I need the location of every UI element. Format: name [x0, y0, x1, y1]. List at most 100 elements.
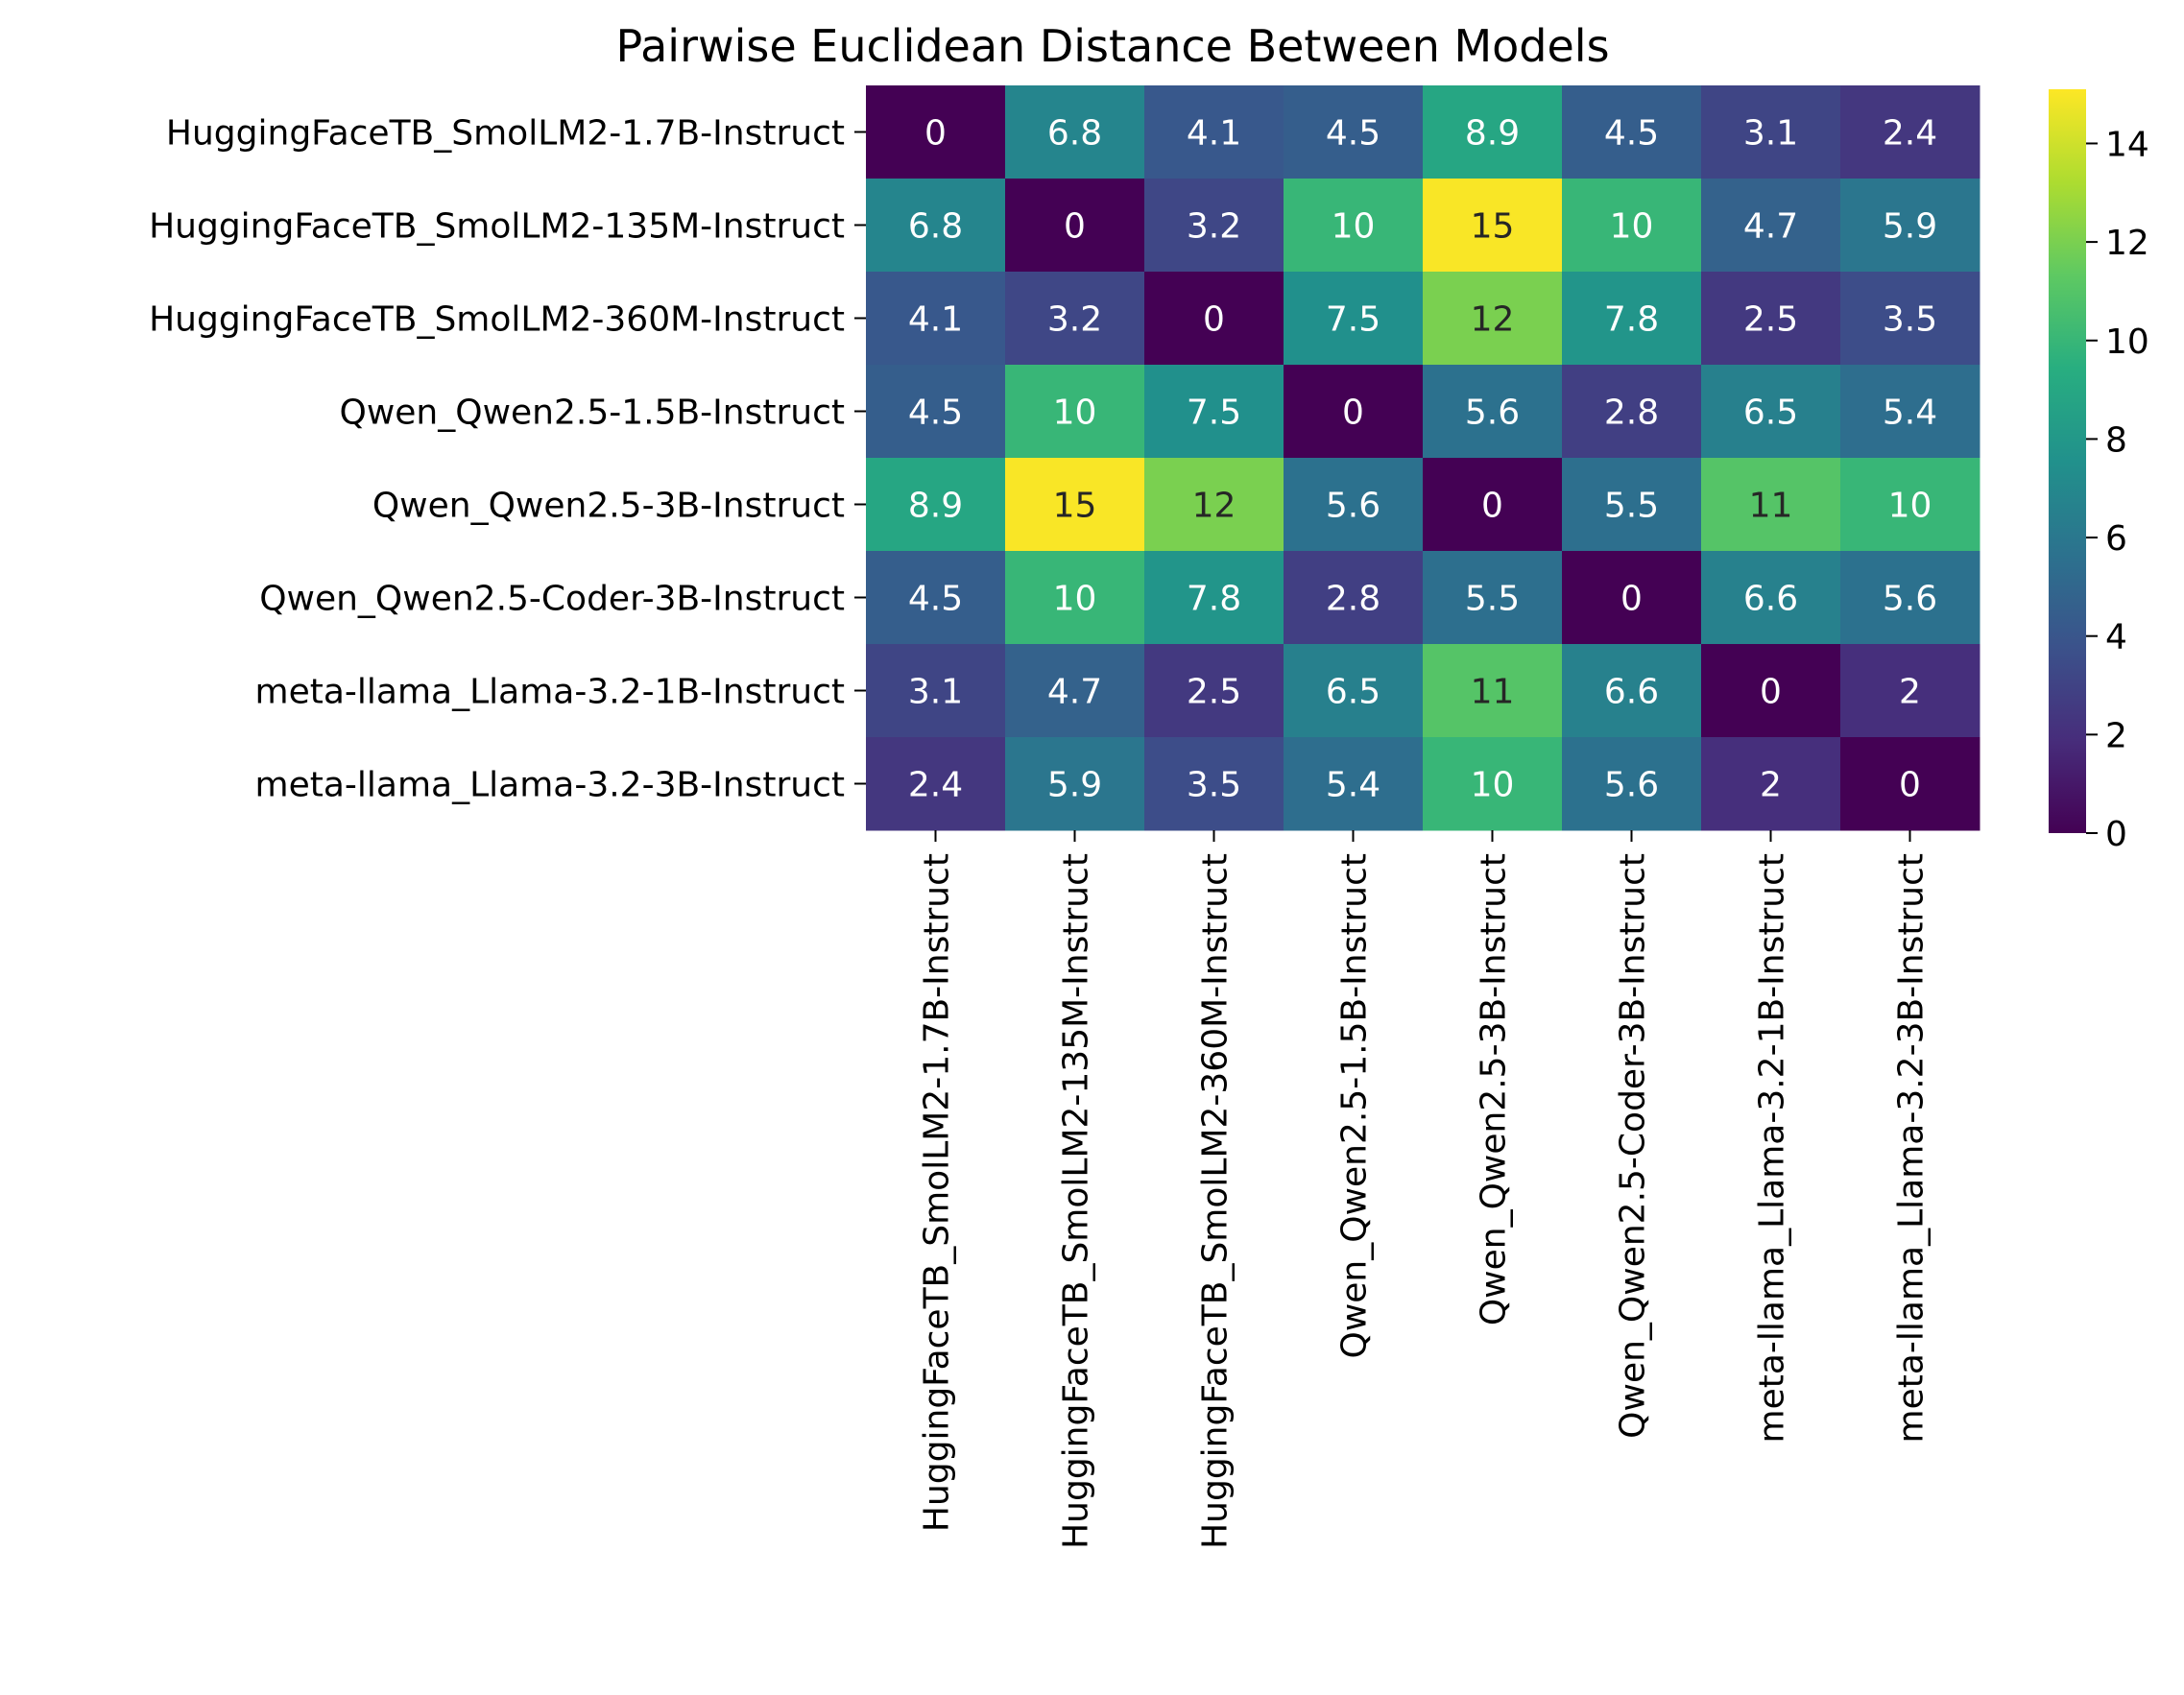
heatmap-cell	[1284, 179, 1424, 273]
cell-value-label: 2	[1760, 766, 1782, 805]
colorbar-tick-label: 2	[2105, 716, 2127, 755]
cell-value-label: 5.9	[1883, 207, 1937, 247]
cell-value-label: 7.8	[1187, 580, 1241, 619]
heatmap-cell	[1701, 551, 1841, 645]
heatmap-cell	[1423, 272, 1563, 366]
heatmap-cell	[866, 551, 1006, 645]
y-tick-label: meta-llama_Llama-3.2-3B-Instruct	[255, 766, 845, 805]
cell-value-label: 6.5	[1743, 394, 1798, 433]
colorbar-tick-label: 14	[2105, 125, 2149, 164]
heatmap-cell	[1562, 551, 1702, 645]
heatmap-cell	[866, 85, 1006, 179]
cell-value-label: 7.5	[1326, 300, 1380, 340]
cell-value-label: 12	[1471, 300, 1515, 340]
cell-value-label: 0	[1620, 580, 1643, 619]
heatmap-cell	[1284, 644, 1424, 738]
cell-value-label: 11	[1749, 487, 1793, 526]
x-tick-label: Qwen_Qwen2.5-1.5B-Instruct	[1335, 853, 1375, 1359]
heatmap-cell	[1701, 179, 1841, 273]
heatmap-cell	[1701, 365, 1841, 459]
colorbar-gradient	[2049, 89, 2086, 833]
cell-value-label: 6.6	[1604, 673, 1659, 712]
heatmap-cell	[1423, 365, 1563, 459]
heatmap-cell	[1144, 179, 1284, 273]
y-tick-label: HuggingFaceTB_SmolLM2-1.7B-Instruct	[166, 114, 845, 154]
colorbar-tick-label: 12	[2105, 224, 2149, 263]
cell-value-label: 5.6	[1604, 766, 1659, 805]
heatmap-cell	[1423, 644, 1563, 738]
colorbar-tick-label: 10	[2105, 322, 2149, 362]
cell-value-label: 12	[1192, 487, 1236, 526]
cell-value-label: 3.1	[1743, 114, 1798, 154]
cell-value-label: 0	[1064, 207, 1086, 247]
y-tick-label: Qwen_Qwen2.5-3B-Instruct	[372, 487, 845, 526]
cell-value-label: 3.5	[1883, 300, 1937, 340]
heatmap-cell	[1005, 85, 1145, 179]
cell-value-label: 5.5	[1604, 487, 1659, 526]
cell-value-label: 10	[1888, 487, 1932, 526]
cell-value-label: 5.5	[1465, 580, 1520, 619]
cell-value-label: 6.8	[1047, 114, 1102, 154]
heatmap-cell	[866, 737, 1006, 831]
heatmap-cell	[1701, 737, 1841, 831]
cell-value-label: 0	[924, 114, 947, 154]
heatmap-cell	[1701, 458, 1841, 552]
heatmap-cell	[1005, 551, 1145, 645]
cell-value-label: 2.4	[1883, 114, 1937, 154]
cell-value-label: 10	[1610, 207, 1654, 247]
heatmap-cell	[866, 179, 1006, 273]
y-tick-label: meta-llama_Llama-3.2-1B-Instruct	[255, 673, 845, 712]
heatmap-cell	[1562, 644, 1702, 738]
x-tick-label: meta-llama_Llama-3.2-3B-Instruct	[1892, 853, 1932, 1443]
heatmap-cell	[866, 365, 1006, 459]
x-tick-label: HuggingFaceTB_SmolLM2-135M-Instruct	[1057, 853, 1096, 1549]
cell-value-label: 15	[1053, 487, 1097, 526]
cell-value-label: 4.1	[1187, 114, 1241, 154]
heatmap-cell	[1144, 551, 1284, 645]
heatmap-cell	[1144, 458, 1284, 552]
heatmap-cell	[1701, 85, 1841, 179]
cell-value-label: 2	[1899, 673, 1921, 712]
heatmap-cell	[1005, 365, 1145, 459]
heatmap-cell	[1005, 179, 1145, 273]
cell-value-label: 5.4	[1326, 766, 1380, 805]
heatmap-cell	[1423, 179, 1563, 273]
heatmap-cell	[1562, 85, 1702, 179]
cell-value-label: 4.1	[908, 300, 963, 340]
cell-value-label: 0	[1342, 394, 1364, 433]
heatmap-cell	[1840, 458, 1980, 552]
cell-value-label: 3.2	[1047, 300, 1102, 340]
cell-value-label: 7.8	[1604, 300, 1659, 340]
heatmap-cell	[1701, 644, 1841, 738]
cell-value-label: 4.7	[1743, 207, 1798, 247]
cell-value-label: 0	[1481, 487, 1503, 526]
heatmap-cell	[1840, 272, 1980, 366]
colorbar-tick-label: 8	[2105, 420, 2127, 460]
heatmap-cell	[1423, 85, 1563, 179]
heatmap-cell	[1144, 365, 1284, 459]
heatmap-cell	[1562, 458, 1702, 552]
heatmap-cell	[866, 272, 1006, 366]
x-tick-label: HuggingFaceTB_SmolLM2-360M-Instruct	[1196, 853, 1236, 1549]
heatmap-cell	[1840, 179, 1980, 273]
y-tick-label: HuggingFaceTB_SmolLM2-135M-Instruct	[149, 207, 845, 247]
chart-title: Pairwise Euclidean Distance Between Mode…	[615, 20, 1609, 72]
heatmap-cell	[1144, 644, 1284, 738]
cell-value-label: 11	[1471, 673, 1515, 712]
heatmap-cell	[1423, 551, 1563, 645]
cell-value-label: 2.8	[1326, 580, 1380, 619]
heatmap-cell	[1840, 85, 1980, 179]
heatmap-cell	[1005, 737, 1145, 831]
cell-value-label: 4.5	[908, 580, 963, 619]
x-tick-label: Qwen_Qwen2.5-Coder-3B-Instruct	[1614, 853, 1653, 1439]
heatmap-cell	[1284, 272, 1424, 366]
cell-value-label: 0	[1203, 300, 1225, 340]
heatmap-cell	[1005, 272, 1145, 366]
heatmap-cell	[1284, 551, 1424, 645]
colorbar-tick-label: 4	[2105, 618, 2127, 657]
heatmap-cell	[1840, 737, 1980, 831]
cell-value-label: 5.6	[1883, 580, 1937, 619]
cell-value-label: 3.1	[908, 673, 963, 712]
cell-value-label: 2.5	[1187, 673, 1241, 712]
